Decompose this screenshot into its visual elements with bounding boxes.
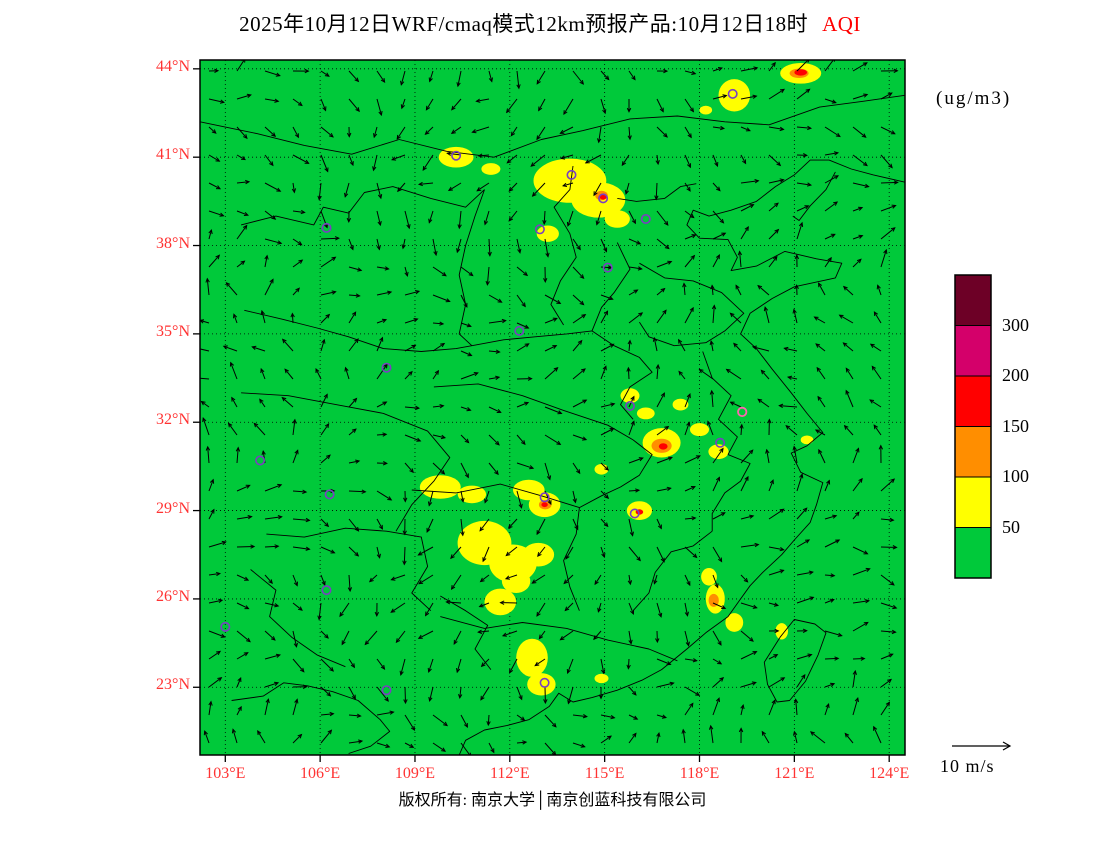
lon-label-109: 109°E — [394, 765, 436, 782]
wind-reference-arrow — [952, 741, 1012, 751]
lat-label-26: 26°N — [156, 587, 190, 605]
axis-ticks — [193, 68, 890, 762]
units-label: (ug/m3) — [936, 88, 1012, 109]
title-text: 2025年10月12日WRF/cmaq模式12km预报产品:10月12日18时 — [239, 12, 809, 36]
legend-label-200: 200 — [1002, 365, 1029, 385]
map-layers — [200, 60, 905, 755]
lon-label-112: 112°E — [490, 765, 530, 782]
legend-label-300: 300 — [1002, 314, 1029, 335]
title: 2025年10月12日WRF/cmaq模式12km预报产品:10月12日18时 A… — [0, 8, 1100, 38]
lat-label-29: 29°N — [156, 499, 190, 517]
lon-label-106: 106°E — [300, 765, 341, 782]
lat-label-35: 35°N — [156, 322, 190, 340]
footer: 版权所有: 南京大学│南京创蓝科技有限公司 — [200, 786, 905, 810]
wind-vectors — [200, 60, 899, 755]
footer-text: 版权所有: 南京大学│南京创蓝科技有限公司 — [398, 792, 707, 809]
lon-label-118: 118°E — [679, 765, 720, 782]
station-markers — [220, 88, 748, 696]
legend-colorbar — [954, 274, 992, 579]
lat-label-23: 23°N — [156, 676, 190, 694]
wind-scale-label: 10 m/s — [940, 756, 995, 776]
boundaries — [200, 94, 905, 755]
legend-label-150: 150 — [1002, 415, 1029, 436]
lat-label-41: 41°N — [156, 146, 190, 164]
title-variable: AQI — [822, 12, 861, 36]
lon-label-115: 115°E — [584, 765, 625, 782]
lon-label-124: 124°E — [869, 765, 910, 782]
lat-label-44: 44°N — [156, 57, 190, 75]
legend-label-100: 100 — [1002, 466, 1029, 486]
lat-label-32: 32°N — [156, 411, 190, 429]
lon-label-121: 121°E — [774, 765, 815, 782]
lon-label-103: 103°E — [205, 765, 246, 782]
legend-label-50: 50 — [1002, 516, 1020, 537]
lat-label-38: 38°N — [156, 234, 190, 252]
